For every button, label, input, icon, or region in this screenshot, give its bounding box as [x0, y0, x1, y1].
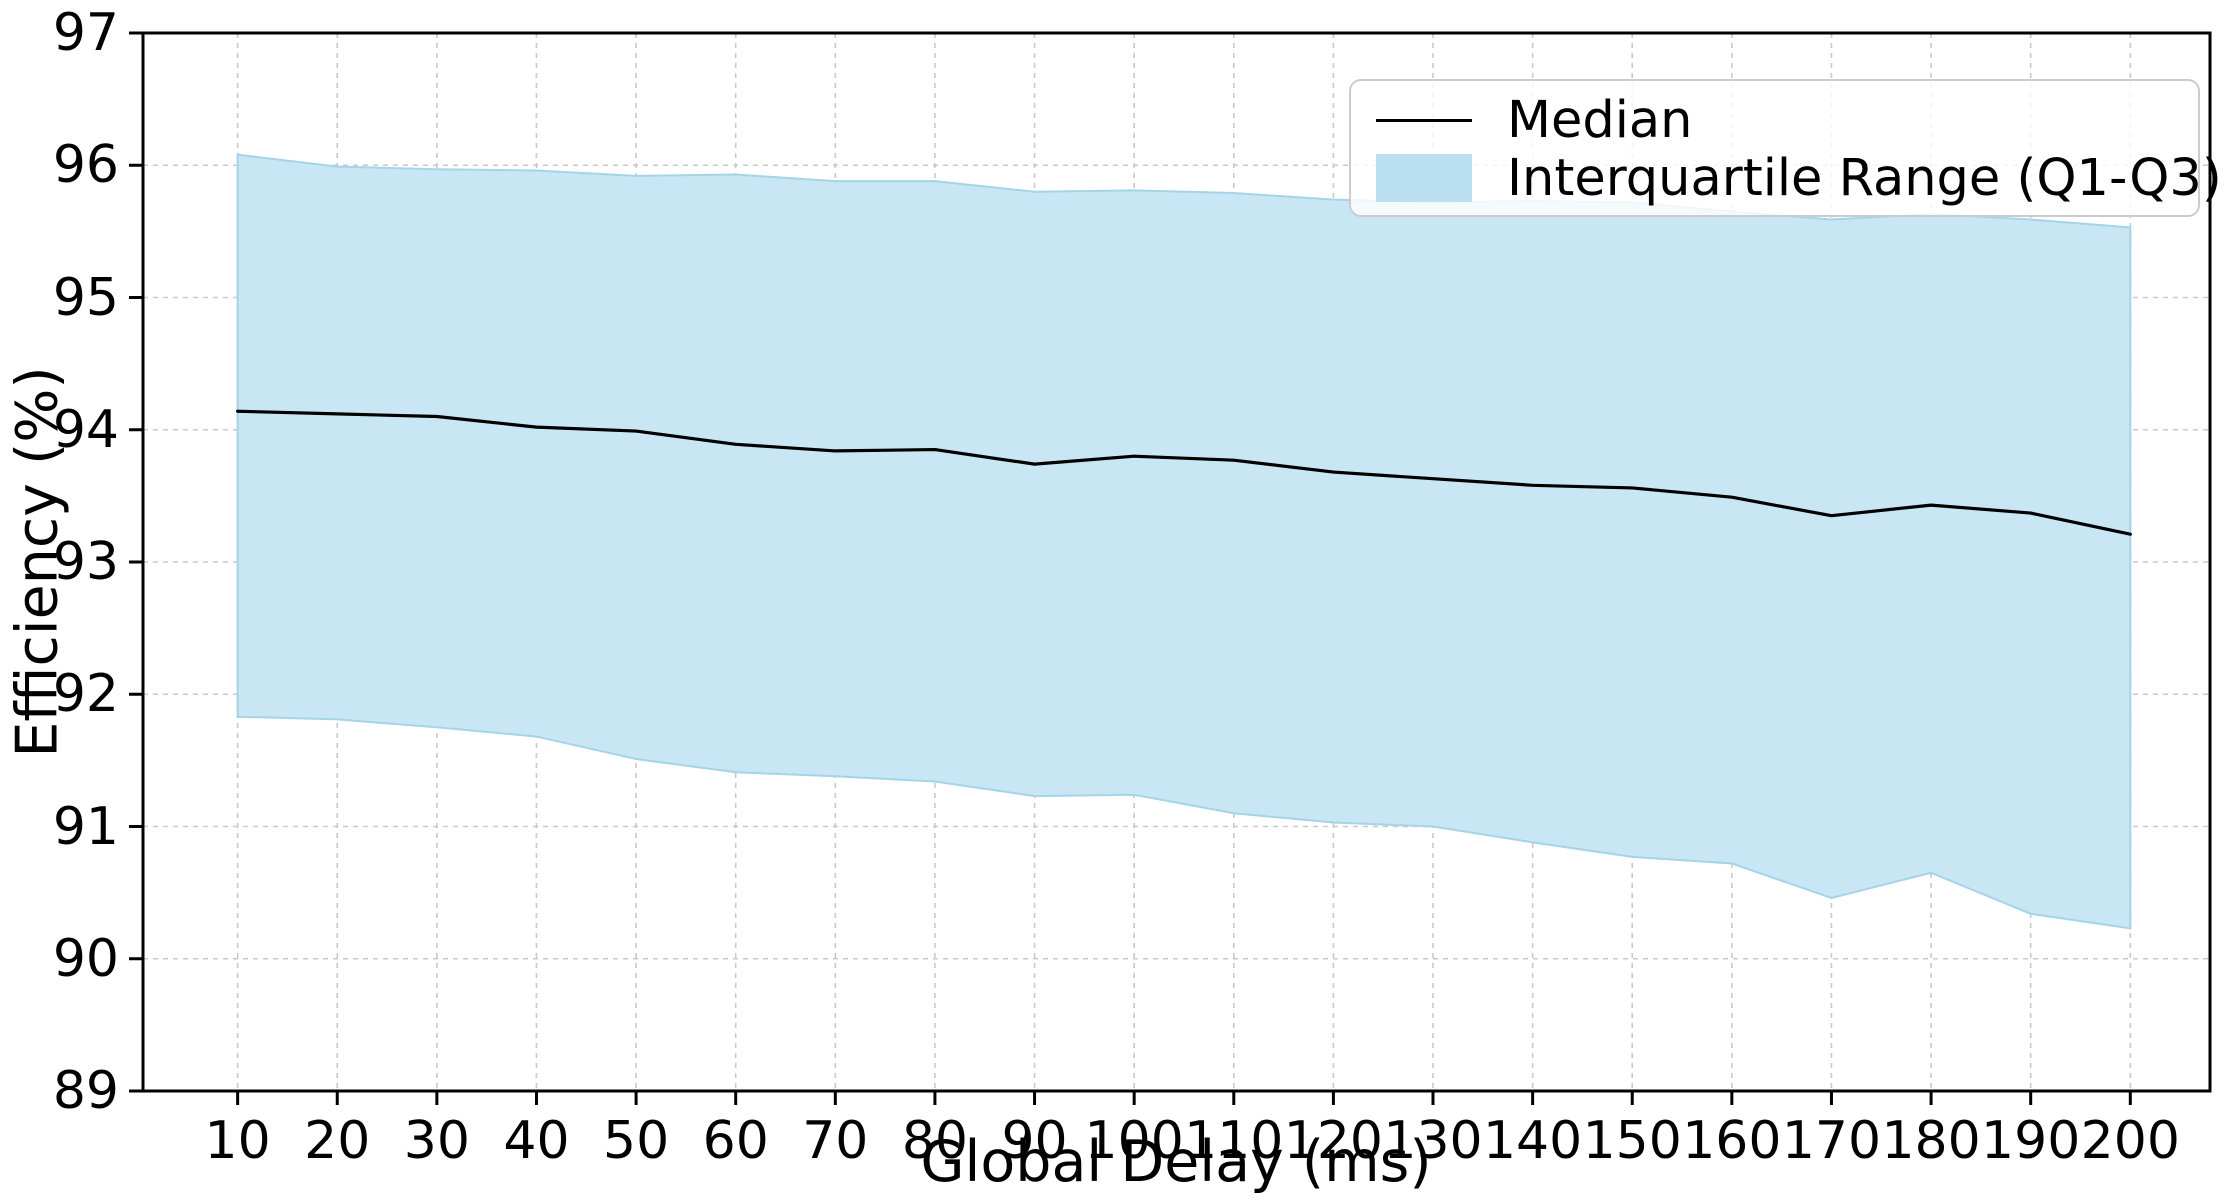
x-tick-label: 160: [1682, 1111, 1782, 1171]
x-tick-label: 120: [1283, 1111, 1384, 1171]
legend-label-median: Median: [1507, 90, 1693, 150]
x-tick-label: 50: [602, 1111, 670, 1171]
legend-item-median: Median: [1375, 90, 2198, 150]
y-tick-label: 97: [52, 3, 119, 63]
median-line-swatch: [1375, 118, 1473, 122]
x-tick-label: 140: [1482, 1111, 1583, 1171]
x-tick-label: 150: [1582, 1111, 1682, 1171]
y-tick-label: 91: [52, 796, 119, 857]
y-tick-label: 94: [52, 399, 119, 460]
legend-label-iqr: Interquartile Range (Q1-Q3): [1507, 148, 2222, 208]
x-tick-label: 40: [503, 1111, 570, 1171]
iqr-patch-swatch: [1375, 154, 1473, 202]
x-tick-label: 20: [304, 1111, 371, 1171]
x-tick-label: 80: [901, 1111, 969, 1171]
y-tick-label: 96: [52, 135, 119, 196]
x-tick-label: 170: [1781, 1111, 1882, 1171]
x-tick-label: 30: [403, 1111, 470, 1171]
x-tick-label: 70: [802, 1111, 869, 1171]
y-tick-label: 93: [52, 532, 119, 592]
legend-item-iqr: Interquartile Range (Q1-Q3): [1375, 149, 2222, 208]
x-axis-title: Global Delay (ms): [920, 1129, 1432, 1195]
x-tick-label: 190: [1981, 1111, 2081, 1171]
x-tick-label: 100: [1084, 1111, 1184, 1171]
legend: Median Interquartile Range (Q1-Q3): [1349, 79, 2222, 217]
median-line: [236, 409, 2132, 536]
iqr-band: [236, 153, 2132, 930]
x-tick-label: 130: [1383, 1111, 1483, 1171]
x-tick-label: 180: [1881, 1111, 1981, 1171]
y-tick-label: 95: [52, 267, 119, 328]
x-tick-label: 60: [702, 1111, 769, 1171]
y-tick-label: 92: [52, 664, 119, 725]
x-tick-label: 110: [1184, 1111, 1284, 1171]
x-tick-label: 90: [1001, 1111, 1068, 1171]
y-tick-label: 89: [52, 1061, 119, 1121]
y-tick-label: 90: [52, 928, 119, 989]
x-tick-label: 200: [2080, 1111, 2180, 1171]
x-tick-label: 10: [204, 1111, 271, 1171]
